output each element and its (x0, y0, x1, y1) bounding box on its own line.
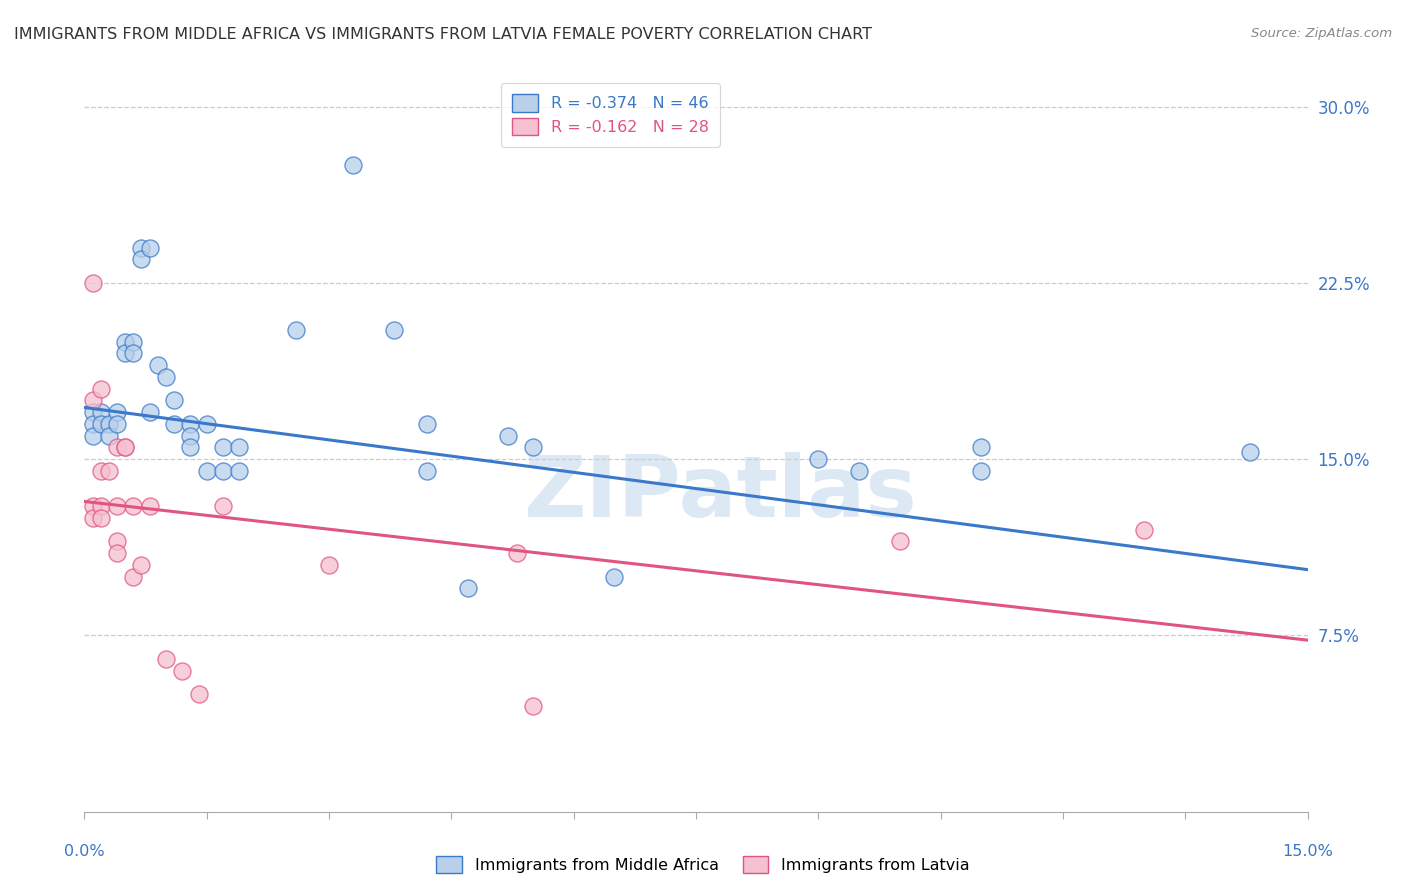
Point (505, 546, 527, 560)
Point (285, 323, 308, 337)
Point (179, 417, 201, 431)
Point (114, 334, 136, 349)
Point (155, 370, 177, 384)
Point (187, 687, 209, 701)
Point (90, 405, 112, 419)
Point (97, 428, 120, 442)
Point (163, 393, 186, 408)
Point (195, 417, 218, 431)
Point (179, 441, 201, 455)
Point (82, 417, 104, 431)
Point (90, 417, 112, 431)
Legend: Immigrants from Middle Africa, Immigrants from Latvia: Immigrants from Middle Africa, Immigrant… (430, 849, 976, 880)
Point (970, 441, 993, 455)
Point (603, 570, 626, 584)
Text: ZIPatlas: ZIPatlas (523, 452, 917, 535)
Point (163, 417, 186, 431)
Point (318, 558, 340, 572)
Point (342, 158, 364, 172)
Point (105, 417, 128, 431)
Point (457, 582, 479, 596)
Point (146, 358, 169, 372)
Point (848, 464, 870, 478)
Point (970, 464, 993, 478)
Point (82, 393, 104, 408)
Text: Source: ZipAtlas.com: Source: ZipAtlas.com (1251, 27, 1392, 40)
Point (228, 464, 250, 478)
Point (105, 405, 128, 419)
Text: IMMIGRANTS FROM MIDDLE AFRICA VS IMMIGRANTS FROM LATVIA FEMALE POVERTY CORRELATI: IMMIGRANTS FROM MIDDLE AFRICA VS IMMIGRA… (14, 27, 872, 42)
Point (122, 334, 145, 349)
Point (114, 346, 136, 360)
Point (228, 441, 250, 455)
Point (90, 464, 112, 478)
Point (416, 417, 439, 431)
Point (155, 652, 177, 666)
Point (90, 511, 112, 525)
Point (114, 441, 136, 455)
Point (807, 452, 830, 467)
Point (131, 241, 153, 255)
Point (522, 441, 544, 455)
Point (131, 558, 153, 572)
Point (212, 441, 235, 455)
Point (105, 441, 128, 455)
Point (498, 428, 520, 442)
Point (138, 405, 160, 419)
Point (82, 511, 104, 525)
Point (97, 464, 120, 478)
Point (1239, 445, 1261, 459)
Point (416, 464, 439, 478)
Point (172, 664, 194, 678)
Point (105, 546, 128, 560)
Point (212, 464, 235, 478)
Point (114, 441, 136, 455)
Point (122, 570, 145, 584)
Point (82, 428, 104, 442)
Point (82, 405, 104, 419)
Point (90, 499, 112, 513)
Point (138, 499, 160, 513)
Point (195, 464, 218, 478)
Point (1133, 523, 1156, 537)
Point (90, 382, 112, 396)
Point (97, 417, 120, 431)
Legend: R = -0.374   N = 46, R = -0.162   N = 28: R = -0.374 N = 46, R = -0.162 N = 28 (501, 83, 720, 146)
Point (138, 241, 160, 255)
Point (105, 534, 128, 549)
Text: 0.0%: 0.0% (65, 844, 104, 859)
Point (82, 499, 104, 513)
Point (82, 276, 104, 290)
Point (889, 534, 911, 549)
Point (522, 698, 544, 713)
Point (131, 252, 153, 267)
Point (179, 428, 201, 442)
Text: 15.0%: 15.0% (1282, 844, 1333, 859)
Point (105, 499, 128, 513)
Point (212, 499, 235, 513)
Point (382, 323, 405, 337)
Point (122, 346, 145, 360)
Point (122, 499, 145, 513)
